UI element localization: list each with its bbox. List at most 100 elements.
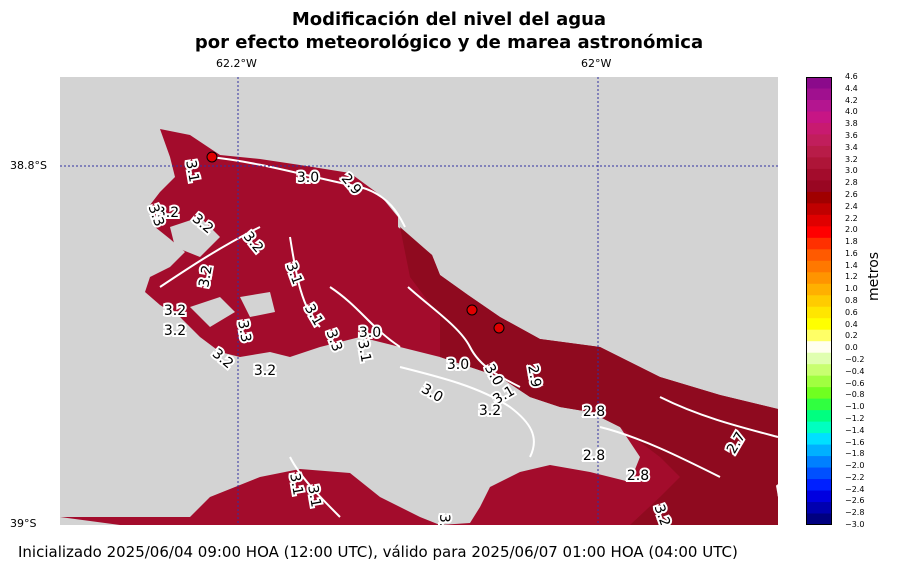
colorbar-tick-label: 0.6 bbox=[845, 307, 858, 317]
colorbar-swatch bbox=[806, 479, 832, 492]
colorbar-tick-label: 2.0 bbox=[845, 225, 858, 235]
colorbar-swatch bbox=[806, 168, 832, 181]
validity-footer: Inicializado 2025/06/04 09:00 HOA (12:00… bbox=[18, 543, 738, 561]
colorbar-tick-label: 3.8 bbox=[845, 119, 858, 129]
contour-label: 3.0 bbox=[297, 170, 319, 186]
colorbar-tick-label: 3.0 bbox=[845, 166, 858, 176]
colorbar-swatch bbox=[806, 341, 832, 354]
lon-label-62: 62°W bbox=[581, 57, 612, 70]
water-area-north bbox=[60, 129, 778, 525]
contour-label: 3.2 bbox=[164, 303, 186, 319]
colorbar-swatch bbox=[806, 502, 832, 515]
colorbar-swatch bbox=[806, 283, 832, 296]
contour-label: 2.8 bbox=[583, 448, 605, 464]
colorbar-swatch bbox=[806, 364, 832, 377]
contour-label: 3.2 bbox=[254, 363, 276, 379]
colorbar-tick-label: 1.6 bbox=[845, 248, 858, 258]
colorbar-swatch bbox=[806, 444, 832, 457]
contour-label: 3.2 bbox=[479, 403, 501, 419]
colorbar-swatch bbox=[806, 467, 832, 480]
colorbar-swatch bbox=[806, 490, 832, 503]
contour-label: 3.2 bbox=[157, 205, 179, 221]
colorbar-tick-label: −1.6 bbox=[845, 437, 865, 447]
colorbar-tick-label: 2.6 bbox=[845, 189, 858, 199]
map-title-line2: por efecto meteorológico y de marea astr… bbox=[194, 32, 704, 53]
contour-label: 3.0 bbox=[447, 357, 469, 373]
contour-label: 3.1 bbox=[354, 339, 374, 364]
colorbar-tick-label: −0.2 bbox=[845, 354, 865, 364]
contour-label: 3.2 bbox=[196, 264, 216, 289]
colorbar-tick-label: 1.0 bbox=[845, 284, 858, 294]
colorbar-swatch bbox=[806, 203, 832, 216]
colorbar-swatch bbox=[806, 157, 832, 170]
colorbar-tick-label: −1.4 bbox=[845, 425, 865, 435]
water-level-map: 3.0 2.93.13.23.3 3.23.23.2 3.13.13.33.23.2 3… bbox=[60, 77, 778, 525]
colorbar-tick-label: −2.0 bbox=[845, 461, 865, 471]
lat-label-39: 39°S bbox=[10, 517, 37, 530]
colorbar-swatch bbox=[806, 99, 832, 113]
colorbar-swatch bbox=[806, 433, 832, 446]
contour-label: 3.0 bbox=[436, 514, 452, 525]
colorbar-tick-label: 3.4 bbox=[845, 142, 858, 152]
colorbar-label: metros bbox=[866, 251, 882, 301]
colorbar-swatch bbox=[806, 122, 832, 136]
contour-label: 3.3 bbox=[234, 319, 254, 344]
colorbar-tick-label: 0.4 bbox=[845, 319, 858, 329]
colorbar-swatch bbox=[806, 77, 832, 90]
contour-label: 2.8 bbox=[583, 404, 605, 420]
colorbar-tick-label: −2.6 bbox=[845, 496, 865, 506]
colorbar-swatch bbox=[806, 421, 832, 434]
colorbar-tick-label: 2.2 bbox=[845, 213, 858, 223]
colorbar-tick-label: 0.8 bbox=[845, 296, 858, 305]
colorbar-swatch bbox=[806, 88, 832, 101]
colorbar-swatch bbox=[806, 249, 832, 262]
colorbar-swatch bbox=[806, 375, 832, 388]
colorbar-tick-label: 1.4 bbox=[845, 260, 858, 270]
colorbar-swatch bbox=[806, 191, 832, 204]
lat-label-38-8: 38.8°S bbox=[10, 159, 47, 172]
colorbar-tick-label: −1.2 bbox=[845, 413, 865, 423]
contour-label: 3.1 bbox=[286, 472, 306, 497]
colorbar-tick-label: −0.6 bbox=[845, 378, 865, 388]
colorbar-swatch bbox=[806, 145, 832, 159]
station-marker bbox=[466, 304, 478, 316]
colorbar-swatch bbox=[806, 306, 832, 319]
contour-label: 2.8 bbox=[627, 468, 649, 484]
colorbar-tick-label: 3.6 bbox=[845, 130, 858, 140]
water-area-east bbox=[400, 227, 778, 525]
colorbar-tick-label: 4.4 bbox=[845, 83, 858, 93]
colorbar-tick-label: −0.4 bbox=[845, 366, 865, 376]
colorbar-swatch bbox=[806, 318, 832, 331]
colorbar-swatch bbox=[806, 272, 832, 285]
colorbar-swatch bbox=[806, 134, 832, 147]
colorbar-tick-label: 3.2 bbox=[845, 154, 858, 164]
colorbar-tick-label: 4.6 bbox=[845, 72, 858, 81]
colorbar-tick-label: −1.0 bbox=[845, 402, 865, 412]
colorbar-swatch bbox=[806, 513, 832, 525]
contour-label: 2.9 bbox=[524, 364, 544, 389]
contour-label: 3.1 bbox=[304, 484, 324, 509]
colorbar-tick-label: −0.8 bbox=[845, 390, 865, 400]
colorbar-swatch bbox=[806, 398, 832, 411]
colorbar-tick-label: 1.2 bbox=[845, 272, 858, 282]
map-title-line1: Modificación del nivel del agua bbox=[291, 9, 607, 30]
colorbar-tick-label: 0.0 bbox=[845, 343, 858, 353]
colorbar-swatch bbox=[806, 237, 832, 250]
colorbar-swatch bbox=[806, 352, 832, 365]
colorbar-swatch bbox=[806, 295, 832, 308]
colorbar-swatch bbox=[806, 410, 832, 423]
station-marker bbox=[493, 322, 505, 334]
colorbar-swatch bbox=[806, 260, 832, 273]
contour-label: 3.1 bbox=[182, 159, 202, 184]
colorbar-tick-label: 2.4 bbox=[845, 201, 858, 211]
colorbar-tick-label: 2.8 bbox=[845, 178, 858, 188]
colorbar-swatch bbox=[806, 214, 832, 227]
contour-label: 3.0 bbox=[359, 325, 381, 341]
colorbar bbox=[806, 77, 832, 525]
colorbar-tick-label: −2.4 bbox=[845, 484, 865, 494]
colorbar-tick-label: −1.8 bbox=[845, 449, 865, 459]
lon-label-62-2: 62.2°W bbox=[216, 57, 257, 70]
colorbar-swatch bbox=[806, 111, 832, 124]
colorbar-swatch bbox=[806, 180, 832, 193]
colorbar-swatch bbox=[806, 329, 832, 342]
